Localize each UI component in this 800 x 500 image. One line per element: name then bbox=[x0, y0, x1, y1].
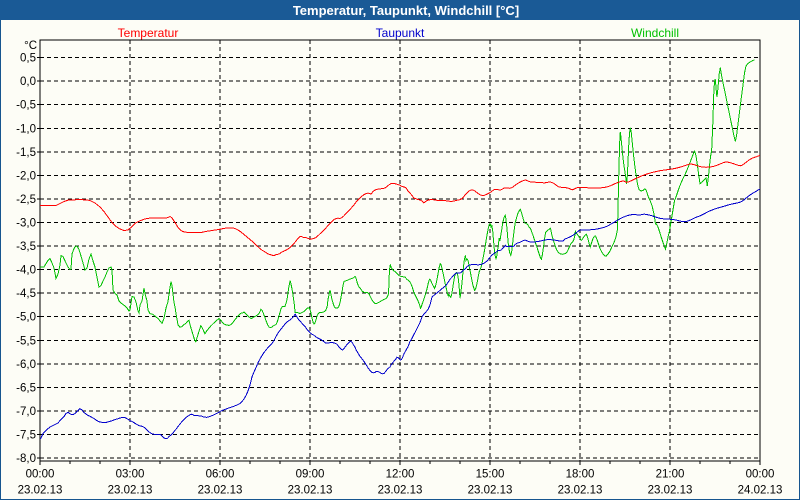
svg-text:23.02.13: 23.02.13 bbox=[18, 485, 63, 497]
svg-text:23.02.13: 23.02.13 bbox=[378, 485, 423, 497]
svg-text:-2,0: -2,0 bbox=[16, 170, 36, 182]
svg-text:23.02.13: 23.02.13 bbox=[468, 485, 513, 497]
svg-text:-3,5: -3,5 bbox=[16, 241, 36, 253]
svg-text:-6,0: -6,0 bbox=[16, 359, 36, 371]
svg-text:-8,0: -8,0 bbox=[16, 453, 36, 465]
svg-text:-4,0: -4,0 bbox=[16, 265, 36, 277]
svg-text:00:00: 00:00 bbox=[746, 469, 775, 481]
svg-text:09:00: 09:00 bbox=[296, 469, 325, 481]
svg-text:-1,5: -1,5 bbox=[16, 147, 36, 159]
svg-text:Temperatur, Taupunkt, Windchil: Temperatur, Taupunkt, Windchill [°C] bbox=[293, 3, 519, 18]
svg-text:Temperatur: Temperatur bbox=[118, 26, 179, 40]
svg-text:Taupunkt: Taupunkt bbox=[376, 26, 425, 40]
svg-text:0,0: 0,0 bbox=[20, 76, 36, 88]
svg-text:-2,5: -2,5 bbox=[16, 194, 36, 206]
svg-text:06:00: 06:00 bbox=[206, 469, 235, 481]
svg-text:-7,0: -7,0 bbox=[16, 406, 36, 418]
svg-text:-7,5: -7,5 bbox=[16, 430, 36, 442]
svg-text:23.02.13: 23.02.13 bbox=[108, 485, 153, 497]
svg-text:18:00: 18:00 bbox=[566, 469, 595, 481]
svg-text:23.02.13: 23.02.13 bbox=[648, 485, 693, 497]
svg-text:-4,5: -4,5 bbox=[16, 288, 36, 300]
svg-text:-5,5: -5,5 bbox=[16, 335, 36, 347]
svg-text:23.02.13: 23.02.13 bbox=[558, 485, 603, 497]
svg-text:Windchill: Windchill bbox=[631, 26, 679, 40]
svg-text:23.02.13: 23.02.13 bbox=[288, 485, 333, 497]
svg-text:15:00: 15:00 bbox=[476, 469, 505, 481]
svg-text:°C: °C bbox=[24, 40, 37, 52]
svg-text:00:00: 00:00 bbox=[26, 469, 55, 481]
svg-text:0,5: 0,5 bbox=[20, 53, 36, 65]
svg-text:21:00: 21:00 bbox=[656, 469, 685, 481]
svg-text:23.02.13: 23.02.13 bbox=[198, 485, 243, 497]
svg-text:-5,0: -5,0 bbox=[16, 312, 36, 324]
svg-text:-1,0: -1,0 bbox=[16, 123, 36, 135]
svg-text:-6,5: -6,5 bbox=[16, 382, 36, 394]
svg-text:-3,0: -3,0 bbox=[16, 218, 36, 230]
svg-text:03:00: 03:00 bbox=[116, 469, 145, 481]
svg-text:-0,5: -0,5 bbox=[16, 100, 36, 112]
svg-text:24.02.13: 24.02.13 bbox=[738, 485, 783, 497]
svg-text:12:00: 12:00 bbox=[386, 469, 415, 481]
